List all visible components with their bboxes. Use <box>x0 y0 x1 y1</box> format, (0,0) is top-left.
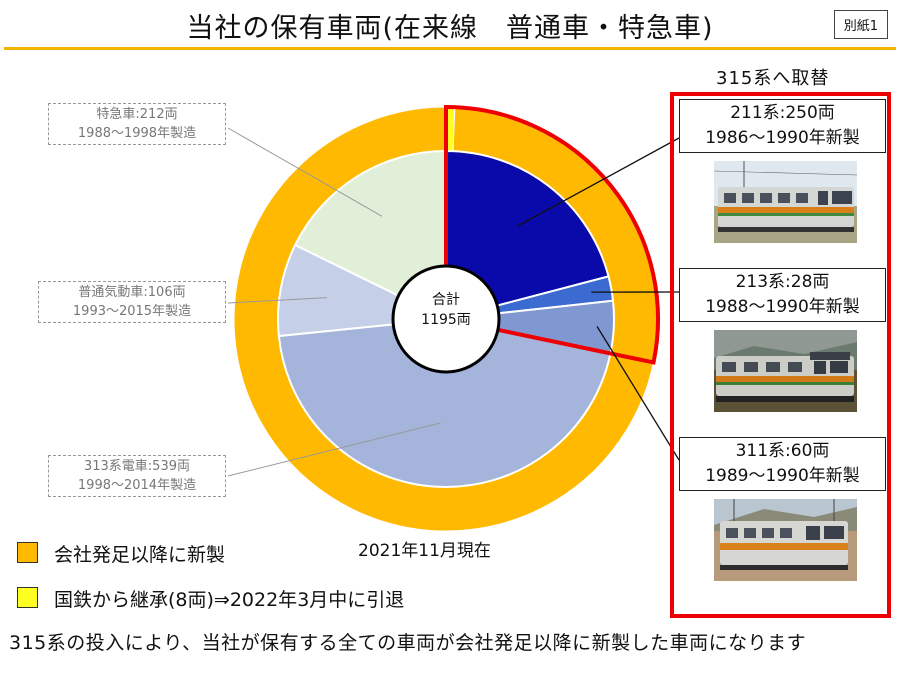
pie-slice-313 <box>277 317 612 488</box>
callout-line: 特急車:212両 <box>96 107 178 122</box>
callout-313: 313系電車:539両 1998～2014年製造 <box>48 455 226 497</box>
center-label-line: 1195両 <box>421 312 471 328</box>
callout-diesel: 普通気動車:106両 1993～2015年製造 <box>38 281 226 323</box>
legend-label-inherited: 国鉄から継承(8両)⇒2022年3月中に引退 <box>54 589 405 611</box>
callout-line: 普通気動車:106両 <box>78 285 186 300</box>
callout-line: 1998～2014年製造 <box>77 478 197 493</box>
leader-line-left-1 <box>227 297 327 304</box>
leader-line-left-0 <box>227 127 383 217</box>
leader-line-right-2 <box>596 326 680 461</box>
spec-line: 211系:250両 <box>730 103 835 123</box>
replace-panel-frame <box>670 92 891 618</box>
as-of-date: 2021年11月現在 <box>358 541 491 561</box>
title-underline <box>4 47 896 50</box>
callout-line: 1993～2015年製造 <box>72 304 192 319</box>
spec-line: 213系:28両 <box>735 272 830 292</box>
leader-line-right-0 <box>517 137 680 227</box>
legend-label-new: 会社発足以降に新製 <box>54 544 226 566</box>
train-213-photo <box>714 330 857 412</box>
train-211-photo <box>714 161 857 243</box>
legend-swatch-new <box>17 542 38 563</box>
spec-box-213: 213系:28両 1988～1990年新製 <box>679 268 886 322</box>
attachment-badge: 別紙1 <box>833 10 888 39</box>
pie-slice-segment <box>293 149 447 321</box>
footer-note: 315系の投入により、当社が保有する全ての車両が会社発足以降に新製した車両になり… <box>9 632 807 654</box>
donut-center-hole <box>391 264 501 374</box>
spec-line: 311系:60両 <box>735 441 830 461</box>
callout-limited-express: 特急車:212両 1988～1998年製造 <box>48 103 226 145</box>
center-label-line: 合計 <box>432 292 460 308</box>
callout-line: 1988～1998年製造 <box>77 126 197 141</box>
spec-box-311: 311系:60両 1989～1990年新製 <box>679 437 886 491</box>
chart-center-label: 合計 1195両 <box>394 290 498 330</box>
page-title: 当社の保有車両(在来線 普通車・特急車) <box>186 13 714 44</box>
spec-line: 1989～1990年新製 <box>705 466 860 486</box>
pie-slice-211 <box>445 149 610 321</box>
spec-line: 1988～1990年新製 <box>705 297 860 317</box>
callout-line: 313系電車:539両 <box>83 459 190 474</box>
spec-box-211: 211系:250両 1986～1990年新製 <box>679 99 886 153</box>
highlight-outline <box>444 104 660 365</box>
train-311-photo <box>714 499 857 581</box>
leader-line-left-2 <box>227 422 441 477</box>
legend-swatch-inherited <box>17 587 38 608</box>
spec-line: 1986～1990年新製 <box>705 128 860 148</box>
replace-heading: 315系へ取替 <box>716 68 830 89</box>
